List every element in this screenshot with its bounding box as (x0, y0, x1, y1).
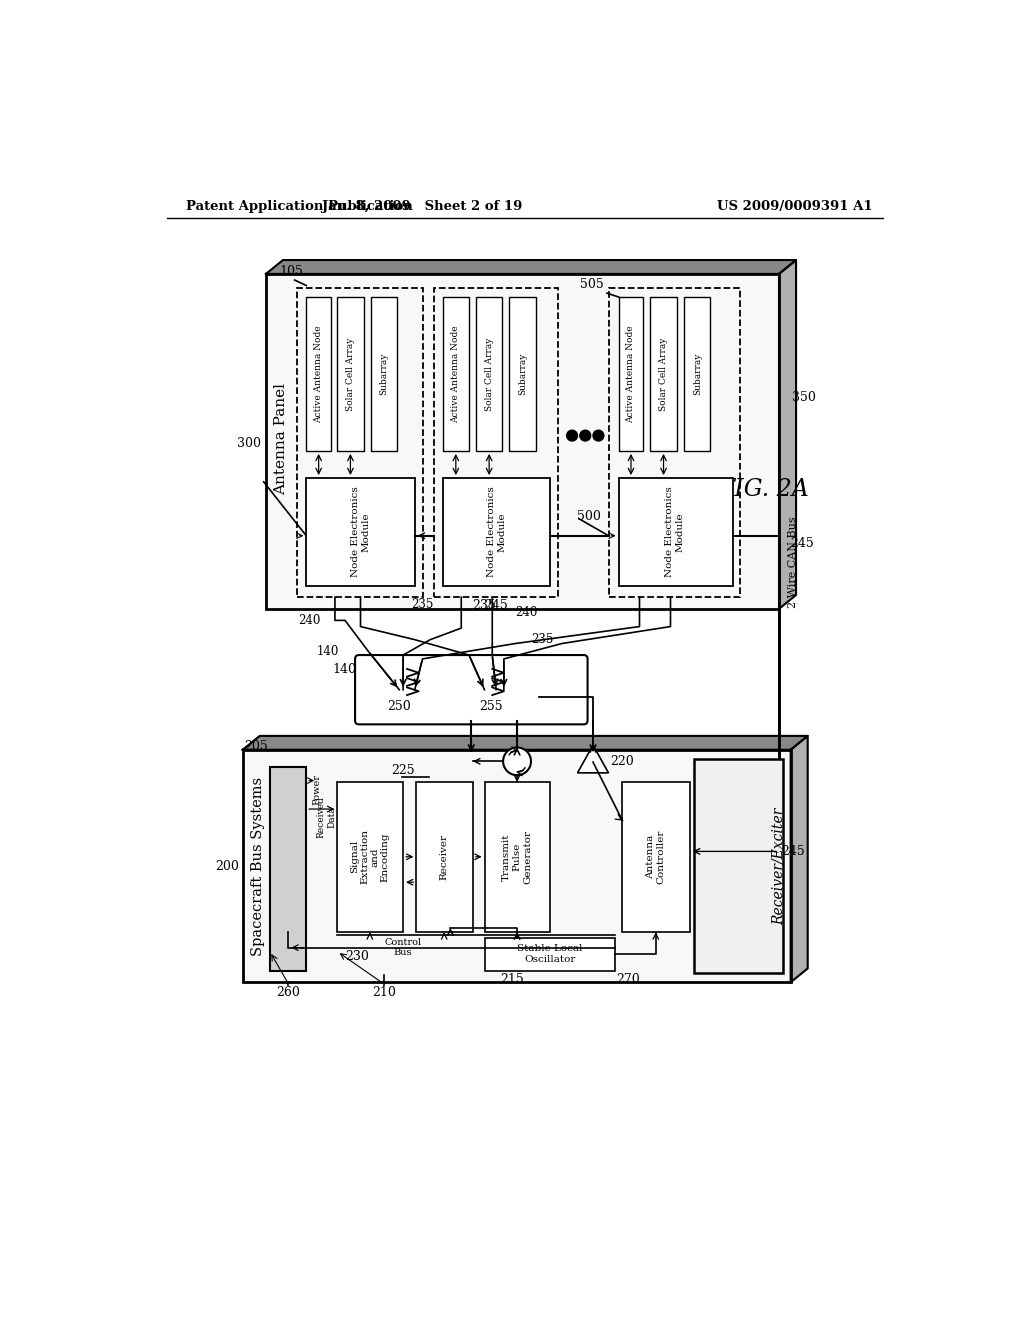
Text: Transmit
Pulse
Generator: Transmit Pulse Generator (502, 830, 531, 884)
Text: 220: 220 (610, 755, 634, 768)
Text: 270: 270 (616, 973, 640, 986)
Text: Received
Data: Received Data (316, 796, 336, 838)
Bar (443, 478, 550, 586)
Text: 235: 235 (473, 599, 497, 612)
Bar (618, 297, 643, 451)
Bar (684, 297, 710, 451)
Text: 245: 245 (781, 845, 805, 858)
Text: 230: 230 (345, 950, 369, 964)
Text: Antenna Panel: Antenna Panel (273, 383, 288, 495)
Bar (337, 297, 364, 451)
Text: 300: 300 (238, 437, 261, 450)
Bar (270, 767, 306, 970)
Text: Subarray: Subarray (379, 352, 388, 395)
Bar (434, 288, 558, 598)
Text: 255: 255 (479, 700, 503, 713)
Text: Jan. 8, 2009   Sheet 2 of 19: Jan. 8, 2009 Sheet 2 of 19 (323, 199, 522, 213)
Bar (306, 478, 415, 586)
Text: Subarray: Subarray (693, 352, 702, 395)
Text: 500: 500 (578, 510, 601, 523)
Text: 260: 260 (276, 986, 300, 999)
Bar (243, 750, 791, 982)
Polygon shape (266, 260, 796, 275)
Text: 240: 240 (298, 614, 321, 627)
Bar (484, 937, 614, 970)
Text: 245: 245 (484, 599, 508, 612)
Bar (337, 781, 403, 932)
Text: Signal
Extraction
and
Encoding: Signal Extraction and Encoding (350, 829, 390, 884)
Circle shape (580, 430, 591, 441)
Bar (297, 288, 423, 598)
Text: Solar Cell Array: Solar Cell Array (659, 338, 668, 411)
Text: Active Antenna Node: Active Antenna Node (452, 325, 461, 422)
Bar (623, 781, 690, 932)
Text: 140: 140 (316, 644, 339, 657)
Text: 2 Wire CAN Bus: 2 Wire CAN Bus (787, 517, 798, 609)
Text: 200: 200 (215, 861, 239, 874)
Bar (608, 288, 740, 598)
Text: Active Antenna Node: Active Antenna Node (314, 325, 324, 422)
Text: Subarray: Subarray (519, 352, 527, 395)
Text: Antenna
Controller: Antenna Controller (646, 829, 666, 884)
Text: Active Antenna Node: Active Antenna Node (627, 325, 636, 422)
Text: Power: Power (312, 775, 322, 805)
Text: Receiver: Receiver (439, 834, 449, 880)
Text: Solar Cell Array: Solar Cell Array (484, 338, 494, 411)
Text: 235: 235 (412, 598, 434, 611)
Bar (266, 275, 779, 609)
Text: 215: 215 (500, 973, 523, 986)
Bar (443, 297, 469, 451)
Text: 235: 235 (531, 634, 553, 647)
Bar (417, 781, 473, 932)
Text: 140: 140 (333, 663, 356, 676)
Text: 350: 350 (793, 391, 816, 404)
Text: 240: 240 (515, 606, 538, 619)
Text: Node Electronics
Module: Node Electronics Module (351, 487, 371, 577)
Text: 250: 250 (388, 700, 412, 713)
Text: 205: 205 (245, 739, 268, 752)
Bar (693, 759, 783, 973)
Text: US 2009/0009391 A1: US 2009/0009391 A1 (717, 199, 872, 213)
Text: Node Electronics
Module: Node Electronics Module (487, 487, 507, 577)
Circle shape (566, 430, 578, 441)
Polygon shape (243, 737, 808, 750)
Bar (484, 781, 550, 932)
Bar (371, 297, 397, 451)
Bar (618, 478, 732, 586)
Text: 225: 225 (391, 764, 415, 777)
Circle shape (593, 430, 604, 441)
Polygon shape (578, 744, 608, 774)
Text: Receiver/Exciter: Receiver/Exciter (772, 808, 786, 925)
Bar (650, 297, 677, 451)
Bar (476, 297, 503, 451)
Circle shape (503, 747, 531, 775)
Text: FIG. 2A: FIG. 2A (718, 478, 809, 502)
Text: Solar Cell Array: Solar Cell Array (346, 338, 355, 411)
Polygon shape (791, 737, 808, 982)
Text: 105: 105 (280, 265, 303, 277)
Text: 245: 245 (791, 537, 814, 550)
Text: Spacecraft Bus Systems: Spacecraft Bus Systems (251, 777, 265, 957)
Text: Node Electronics
Module: Node Electronics Module (666, 487, 685, 577)
Polygon shape (779, 260, 796, 609)
FancyBboxPatch shape (355, 655, 588, 725)
Bar (509, 297, 537, 451)
Text: Patent Application Publication: Patent Application Publication (186, 199, 413, 213)
Text: 210: 210 (372, 986, 395, 999)
Text: Stable Local
Oscillator: Stable Local Oscillator (517, 944, 583, 964)
Text: Control
Bus: Control Bus (385, 937, 422, 957)
Text: 505: 505 (581, 277, 604, 290)
Bar (306, 297, 331, 451)
